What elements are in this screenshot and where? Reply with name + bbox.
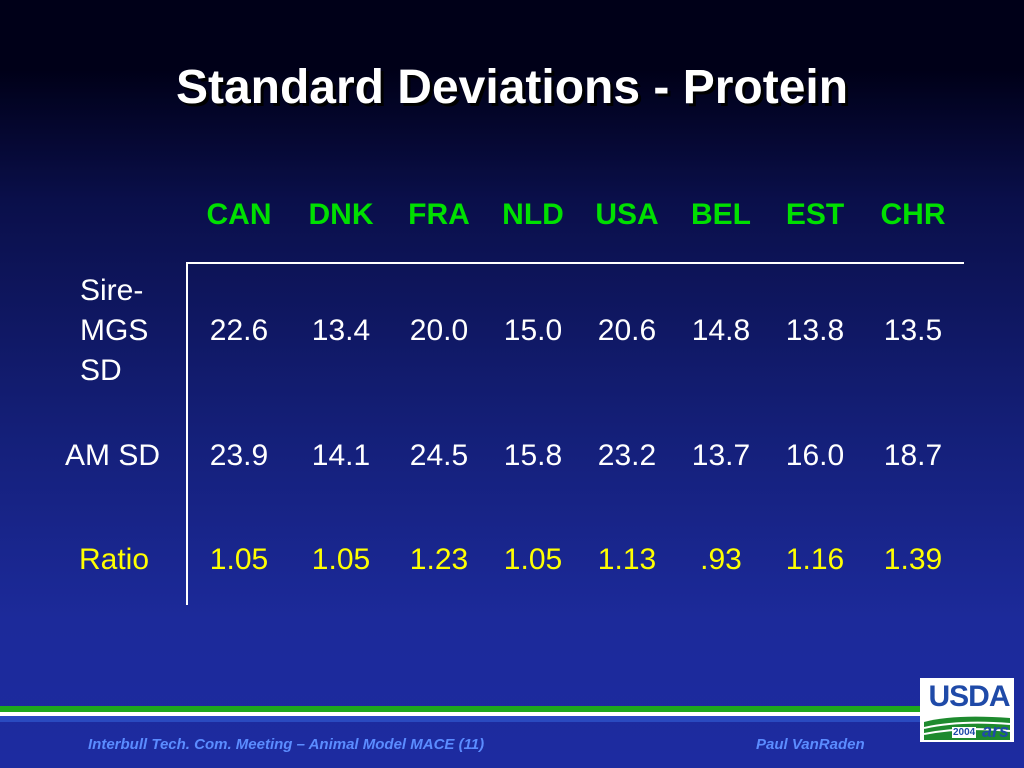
column-header-dnk: DNK xyxy=(308,198,374,231)
table-header-divider xyxy=(186,262,964,264)
cell-ratio-nld: 1.05 xyxy=(503,543,563,576)
row-label-sire-mgs-line1: Sire- xyxy=(80,274,144,307)
cell-am-sd-can: 23.9 xyxy=(209,439,269,472)
cell-am-sd-fra: 24.5 xyxy=(409,439,469,472)
cell-ratio-usa: 1.13 xyxy=(597,543,657,576)
row-label-ratio: Ratio xyxy=(79,543,150,576)
row-label-am-sd: AM SD xyxy=(65,439,161,472)
column-header-chr: CHR xyxy=(880,198,946,231)
column-header-est: EST xyxy=(785,198,845,231)
row-label-sire-mgs-line2: MGS xyxy=(80,314,149,347)
usda-logo: USDA 2004 ars xyxy=(920,678,1014,742)
cell-ratio-fra: 1.23 xyxy=(409,543,469,576)
cell-sire-mgs-usa: 20.6 xyxy=(597,314,657,347)
cell-am-sd-chr: 18.7 xyxy=(883,439,943,472)
cell-am-sd-bel: 13.7 xyxy=(691,439,751,472)
cell-sire-mgs-chr: 13.5 xyxy=(883,314,943,347)
column-header-bel: BEL xyxy=(691,198,751,231)
column-header-nld: NLD xyxy=(502,198,564,231)
ars-logo-mark: ars xyxy=(982,721,1010,741)
slide-title: Standard Deviations - Protein xyxy=(175,61,849,114)
cell-sire-mgs-can: 22.6 xyxy=(209,314,269,347)
cell-sire-mgs-nld: 15.0 xyxy=(503,314,563,347)
usda-logo-year: 2004 xyxy=(952,727,977,738)
cell-ratio-est: 1.16 xyxy=(785,543,845,576)
column-header-fra: FRA xyxy=(408,198,470,231)
row-label-sire-mgs-line3: SD xyxy=(80,354,122,387)
column-header-can: CAN xyxy=(206,198,272,231)
column-header-usa: USA xyxy=(595,198,659,231)
cell-ratio-chr: 1.39 xyxy=(883,543,943,576)
cell-sire-mgs-est: 13.8 xyxy=(785,314,845,347)
table-row-label-divider xyxy=(186,264,188,605)
cell-am-sd-usa: 23.2 xyxy=(597,439,657,472)
cell-ratio-can: 1.05 xyxy=(209,543,269,576)
cell-ratio-bel: .93 xyxy=(700,543,742,576)
footer-meeting-title: Interbull Tech. Com. Meeting – Animal Mo… xyxy=(88,736,485,753)
footer-stripe-white xyxy=(0,712,920,716)
cell-sire-mgs-dnk: 13.4 xyxy=(311,314,371,347)
footer-stripe-green xyxy=(0,706,920,712)
footer-stripe-blue xyxy=(0,716,920,722)
cell-am-sd-dnk: 14.1 xyxy=(311,439,371,472)
cell-ratio-dnk: 1.05 xyxy=(311,543,371,576)
cell-am-sd-est: 16.0 xyxy=(785,439,845,472)
cell-am-sd-nld: 15.8 xyxy=(503,439,563,472)
footer-author: Paul VanRaden xyxy=(756,736,865,753)
cell-sire-mgs-fra: 20.0 xyxy=(409,314,469,347)
usda-logo-text: USDA xyxy=(928,680,1010,713)
cell-sire-mgs-bel: 14.8 xyxy=(691,314,751,347)
